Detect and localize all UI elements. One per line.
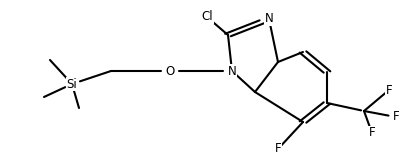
Text: Cl: Cl — [201, 10, 213, 24]
Text: N: N — [227, 65, 236, 77]
Text: F: F — [386, 83, 392, 96]
Text: F: F — [393, 111, 399, 123]
Text: N: N — [265, 12, 274, 26]
Text: F: F — [369, 127, 375, 139]
Text: O: O — [165, 65, 175, 77]
Text: Si: Si — [67, 77, 77, 91]
Text: F: F — [275, 142, 281, 156]
